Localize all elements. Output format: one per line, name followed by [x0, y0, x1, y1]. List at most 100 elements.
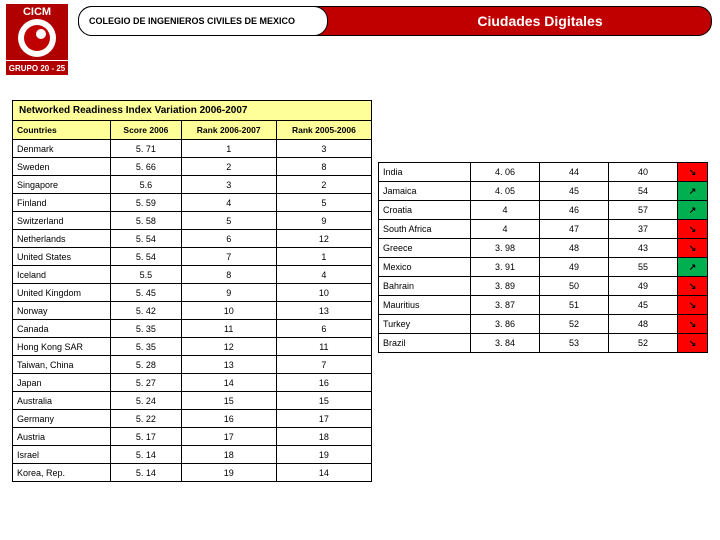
table-cell: United Kingdom	[13, 284, 111, 302]
table-cell: 5. 45	[111, 284, 181, 302]
table-title: Networked Readiness Index Variation 2006…	[13, 101, 372, 121]
table-cell: 51	[540, 296, 609, 315]
header-org-text: COLEGIO DE INGENIEROS CIVILES DE MEXICO	[89, 16, 295, 26]
table-cell: 50	[540, 277, 609, 296]
table-cell: 12	[276, 230, 371, 248]
table-cell: Jamaica	[379, 182, 471, 201]
table-row: Korea, Rep.5. 141914	[13, 464, 372, 482]
table-cell: 3. 84	[471, 334, 540, 353]
table-row: Netherlands5. 54612	[13, 230, 372, 248]
table-cell: 49	[540, 258, 609, 277]
table-row: Germany5. 221617	[13, 410, 372, 428]
table-row: Croatia44657↗	[379, 201, 708, 220]
logo-group: GRUPO 20 - 25	[6, 61, 68, 75]
table-row: Sweden5. 6628	[13, 158, 372, 176]
table-cell: Hong Kong SAR	[13, 338, 111, 356]
table-cell: 57	[609, 201, 678, 220]
table-cell: 45	[609, 296, 678, 315]
table-row: Finland5. 5945	[13, 194, 372, 212]
table-cell: 9	[181, 284, 276, 302]
table-cell: 5. 35	[111, 320, 181, 338]
table-cell: 40	[609, 163, 678, 182]
table-cell: 6	[276, 320, 371, 338]
table-row: Switzerland5. 5859	[13, 212, 372, 230]
table-cell: Australia	[13, 392, 111, 410]
logo-acronym: CICM	[23, 6, 51, 18]
table-cell: 19	[181, 464, 276, 482]
table-row: Bahrain3. 895049↘	[379, 277, 708, 296]
table-cell: 15	[276, 392, 371, 410]
table-cell: 5. 14	[111, 464, 181, 482]
table-cell: 2	[276, 176, 371, 194]
table-row: Taiwan, China5. 28137	[13, 356, 372, 374]
table-row: Austria5. 171718	[13, 428, 372, 446]
table-cell: 18	[181, 446, 276, 464]
table-row: Jamaica4. 054554↗	[379, 182, 708, 201]
table-header-row: Countries Score 2006 Rank 2006-2007 Rank…	[13, 121, 372, 140]
table-row: Turkey3. 865248↘	[379, 315, 708, 334]
table-cell: Norway	[13, 302, 111, 320]
table-cell: Iceland	[13, 266, 111, 284]
table-cell: Mauritius	[379, 296, 471, 315]
table-row: Brazil3. 845352↘	[379, 334, 708, 353]
col-score: Score 2006	[111, 121, 181, 140]
table-cell: 54	[609, 182, 678, 201]
table-cell: 3. 89	[471, 277, 540, 296]
table-cell: 17	[276, 410, 371, 428]
arrow-up-icon: ↗	[678, 201, 708, 220]
table-row: Japan5. 271416	[13, 374, 372, 392]
table-cell: Mexico	[379, 258, 471, 277]
table-row: Greece3. 984843↘	[379, 239, 708, 258]
table-cell: Canada	[13, 320, 111, 338]
table-cell: Turkey	[379, 315, 471, 334]
table-cell: Netherlands	[13, 230, 111, 248]
table-cell: Bahrain	[379, 277, 471, 296]
arrow-down-icon: ↘	[678, 315, 708, 334]
table-cell: 1	[276, 248, 371, 266]
col-rank-0607: Rank 2006-2007	[181, 121, 276, 140]
table-cell: 5. 42	[111, 302, 181, 320]
table-row: India4. 064440↘	[379, 163, 708, 182]
table-cell: 7	[181, 248, 276, 266]
table-cell: 48	[609, 315, 678, 334]
arrow-down-icon: ↘	[678, 239, 708, 258]
table-cell: Taiwan, China	[13, 356, 111, 374]
table-row: Canada5. 35116	[13, 320, 372, 338]
table-cell: Korea, Rep.	[13, 464, 111, 482]
table-cell: 12	[181, 338, 276, 356]
table-cell: 8	[181, 266, 276, 284]
table-row: Singapore5.632	[13, 176, 372, 194]
table-cell: 16	[181, 410, 276, 428]
table-cell: 48	[540, 239, 609, 258]
table-cell: 5.6	[111, 176, 181, 194]
table-row: Israel5. 141819	[13, 446, 372, 464]
table-cell: 5. 54	[111, 230, 181, 248]
table-cell: Finland	[13, 194, 111, 212]
table-cell: 11	[276, 338, 371, 356]
table-cell: 4. 05	[471, 182, 540, 201]
table-cell: 5. 66	[111, 158, 181, 176]
table-cell: 10	[181, 302, 276, 320]
table-cell: 49	[609, 277, 678, 296]
table-cell: 2	[181, 158, 276, 176]
table-cell: India	[379, 163, 471, 182]
table-cell: 47	[540, 220, 609, 239]
table-cell: 5. 28	[111, 356, 181, 374]
logo-circle-inner	[24, 25, 50, 51]
table-cell: 43	[609, 239, 678, 258]
table-row: Mauritius3. 875145↘	[379, 296, 708, 315]
table-row: Iceland5.584	[13, 266, 372, 284]
table-cell: Austria	[13, 428, 111, 446]
table-cell: 16	[276, 374, 371, 392]
table-cell: 17	[181, 428, 276, 446]
table-cell: 3	[181, 176, 276, 194]
table-cell: 52	[609, 334, 678, 353]
table-cell: 5. 54	[111, 248, 181, 266]
table-row: Mexico3. 914955↗	[379, 258, 708, 277]
table-cell: 5. 22	[111, 410, 181, 428]
table-cell: 5. 58	[111, 212, 181, 230]
table-cell: 3. 87	[471, 296, 540, 315]
col-rank-0506: Rank 2005-2006	[276, 121, 371, 140]
page-title: Ciudades Digitales	[380, 6, 700, 36]
table-cell: 5. 27	[111, 374, 181, 392]
